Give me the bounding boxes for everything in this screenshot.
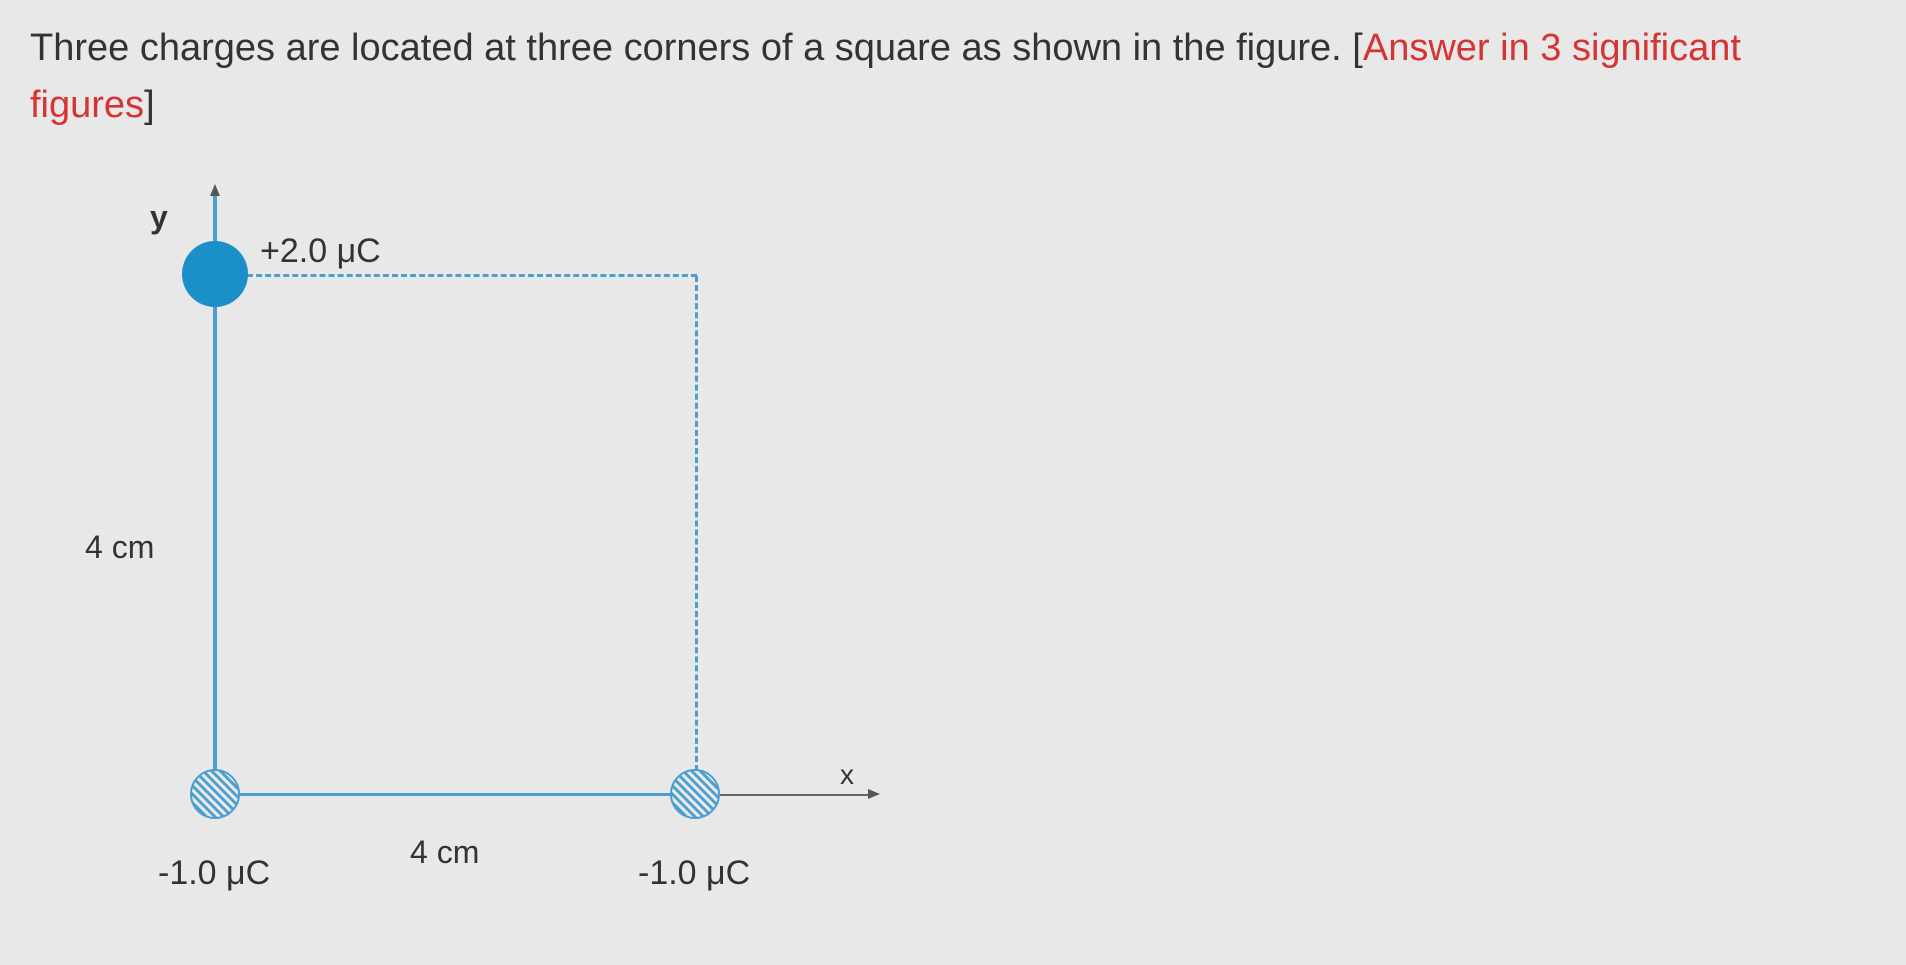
physics-diagram: y x +2.0 μC -1.0 μC -1.0 μC 4 cm 4 cm — [140, 194, 1040, 894]
question-text: Three charges are located at three corne… — [30, 20, 1876, 134]
bottom-axis-line — [215, 793, 695, 796]
charge-bottom-right — [670, 769, 720, 819]
charge-bottom-right-label: -1.0 μC — [638, 854, 750, 893]
dimension-left-label: 4 cm — [85, 529, 154, 566]
dashed-top-line — [247, 274, 697, 277]
charge-origin-label: -1.0 μC — [158, 854, 270, 893]
dimension-bottom-label: 4 cm — [410, 834, 479, 871]
charge-top-left-label: +2.0 μC — [260, 232, 381, 271]
x-axis-extension-line — [720, 794, 870, 796]
y-axis-label: y — [150, 199, 168, 236]
y-axis-arrow-icon — [210, 184, 220, 196]
question-close: ] — [144, 84, 155, 126]
x-axis-arrow-icon — [868, 789, 880, 799]
x-axis-label: x — [840, 759, 854, 791]
charge-top-left — [182, 241, 248, 307]
charge-origin — [190, 769, 240, 819]
dashed-right-line — [695, 276, 698, 771]
question-main: Three charges are located at three corne… — [30, 27, 1363, 69]
